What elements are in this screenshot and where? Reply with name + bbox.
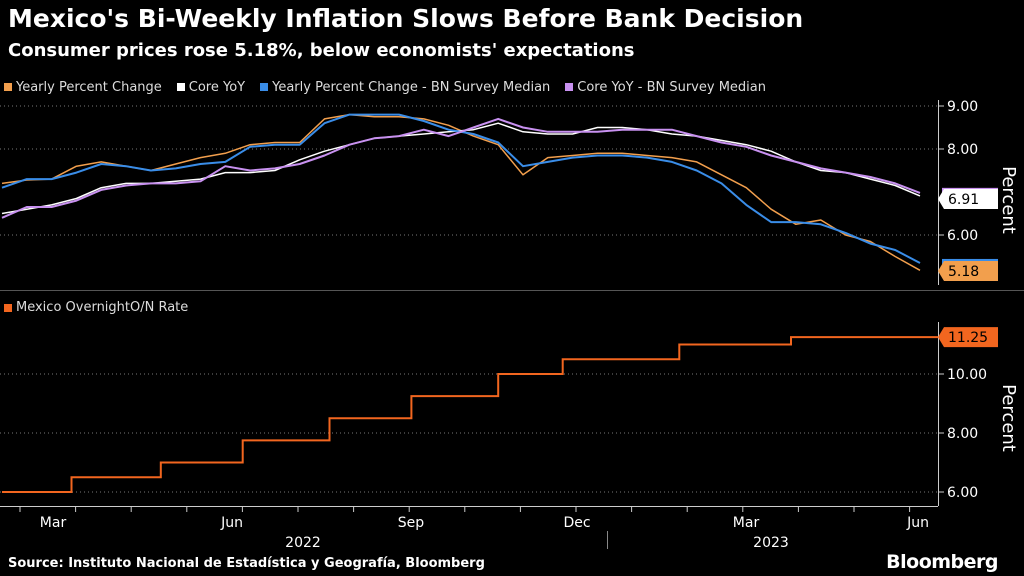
top-axis-title: Percent: [998, 166, 1019, 234]
inflation-legend: Yearly Percent Change Core YoY Yearly Pe…: [4, 78, 781, 96]
series-layer: [1, 113, 945, 493]
chart-title: Mexico's Bi-Weekly Inflation Slows Befor…: [8, 4, 804, 33]
legend-swatch-core-survey: [565, 83, 574, 91]
core-yoy-last-tag-label: 6.91: [948, 192, 979, 208]
core-survey-line: [1, 117, 921, 219]
axis-layer: 9.00 8.00 6.00 10.00 8.00 6.00 Mar Jun Sep Dec Mar…: [0, 99, 998, 551]
rate-last-tag-label: 11.25: [948, 330, 988, 346]
legend-label-core-survey: Core YoY - BN Survey Median: [577, 79, 766, 95]
source-note: Source: Instituto Nacional de Estadístic…: [8, 556, 485, 571]
legend-label-rate: Mexico OvernightO/N Rate: [16, 300, 189, 315]
legend-label-yearly-survey: Yearly Percent Change - BN Survey Median: [272, 79, 551, 95]
bloomberg-logo: Bloomberg: [886, 551, 998, 573]
yearly-last-tag-label: 5.18: [948, 264, 979, 280]
rate-last-tag: [938, 327, 998, 348]
top-y-tick-label: 8.00: [947, 142, 978, 158]
legend-label-yearly: Yearly Percent Change: [16, 79, 162, 95]
chart-subtitle: Consumer prices rose 5.18%, below econom…: [8, 40, 635, 61]
yearly-change-line: [1, 113, 921, 271]
top-y-tick-label: 6.00: [947, 228, 978, 244]
x-month-label: Jun: [220, 515, 243, 531]
x-month-label: Dec: [563, 515, 590, 531]
legend-swatch-yearly: [4, 83, 12, 91]
core-yoy-last-tag: [938, 189, 998, 209]
x-month-label: Mar: [40, 515, 67, 531]
legend-swatch-core: [176, 83, 185, 91]
bottom-axis-title: Percent: [998, 384, 1019, 452]
overnight-rate-line: [2, 336, 945, 493]
legend-item-core: Core YoY: [176, 78, 246, 96]
legend-item-yearly: Yearly Percent Change: [4, 78, 162, 96]
bottom-y-tick-label: 10.00: [947, 367, 987, 383]
legend-swatch-yearly-survey: [260, 83, 269, 91]
x-month-label: Jun: [906, 515, 929, 531]
legend-label-core: Core YoY: [188, 79, 246, 95]
top-y-tick-label: 9.00: [947, 99, 978, 115]
legend-item-core-survey: Core YoY - BN Survey Median: [565, 78, 766, 96]
legend-swatch-rate: [4, 303, 12, 312]
bottom-y-tick-label: 6.00: [947, 485, 978, 501]
bottom-y-tick-label: 8.00: [947, 426, 978, 442]
x-month-label: Mar: [733, 515, 760, 531]
x-year-label: 2022: [285, 535, 321, 551]
legend-item-yearly-survey: Yearly Percent Change - BN Survey Median: [260, 78, 550, 96]
x-month-label: Sep: [398, 515, 425, 531]
yearly-survey-line: [1, 113, 921, 264]
rate-legend: Mexico OvernightO/N Rate: [4, 300, 188, 315]
x-year-label: 2023: [753, 535, 789, 551]
grid-layer: [0, 105, 1024, 493]
yearly-last-tag: [938, 261, 998, 281]
